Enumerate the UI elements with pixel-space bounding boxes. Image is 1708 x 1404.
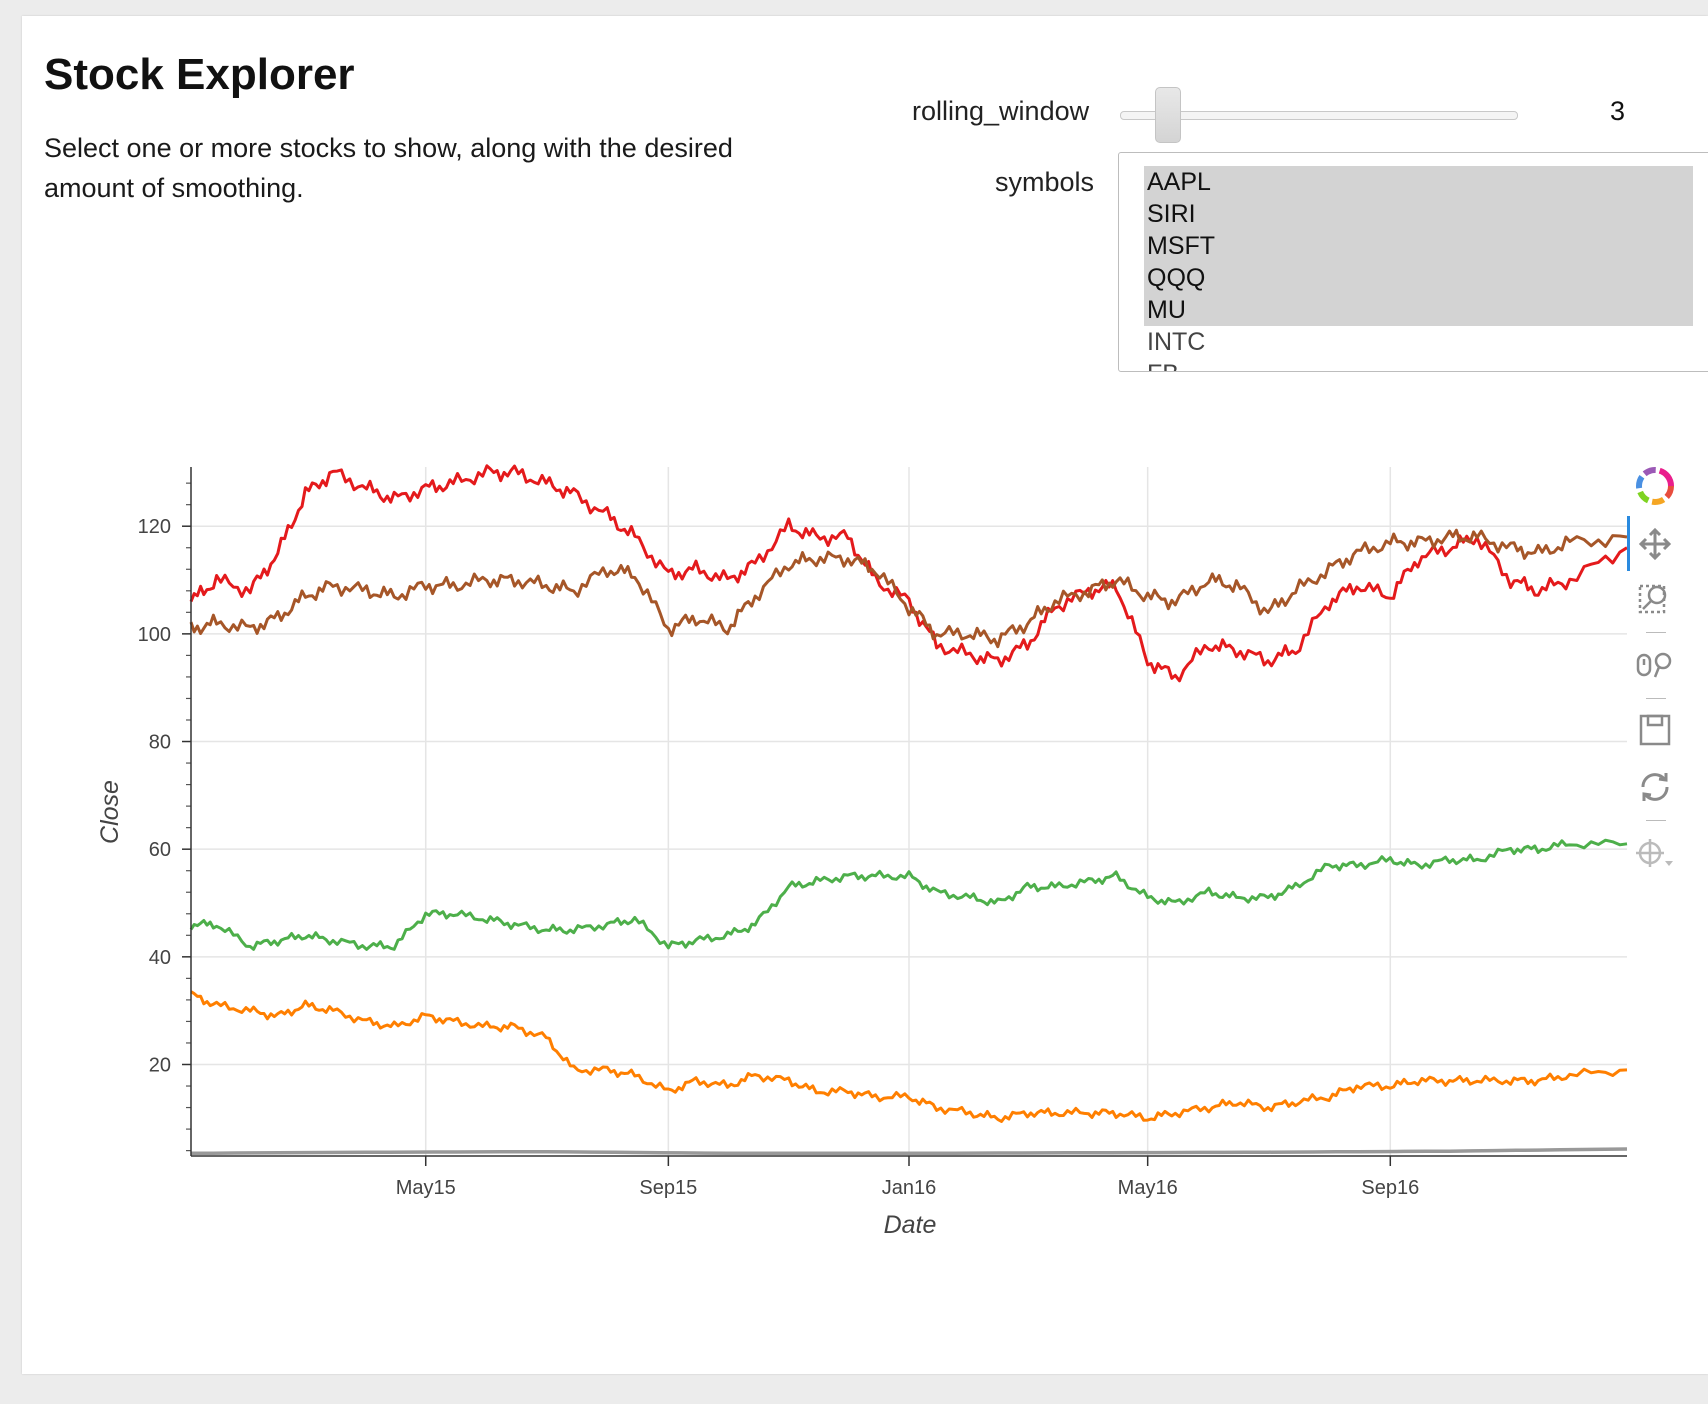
y-tick-label: 120 (138, 516, 171, 538)
x-tick-label: Sep15 (639, 1177, 697, 1199)
pan-icon[interactable] (1632, 521, 1678, 567)
series-line-3 (190, 990, 1628, 1123)
symbol-option-msft[interactable]: MSFT (1144, 230, 1693, 262)
symbol-option-aapl[interactable]: AAPL (1144, 166, 1693, 198)
symbols-label: symbols (995, 167, 1095, 197)
active-tool-indicator (1627, 516, 1630, 571)
symbol-option-mu[interactable]: MU (1144, 294, 1693, 326)
y-axis-label: Close (96, 780, 124, 844)
toolbar-separator (1646, 632, 1666, 633)
series-line-0 (189, 464, 1628, 683)
series-line-1 (189, 528, 1628, 649)
reset-icon[interactable] (1632, 764, 1678, 810)
x-tick-label: May16 (1118, 1177, 1178, 1199)
rolling-window-label: rolling_window (912, 96, 1090, 126)
toolbar-separator (1646, 820, 1666, 821)
crosshair-icon[interactable] (1632, 830, 1678, 876)
x-tick-label: May15 (396, 1177, 456, 1199)
x-tick-label: Jan16 (882, 1177, 937, 1199)
y-tick-label: 80 (149, 732, 171, 754)
rolling-window-value: 3 (1610, 96, 1626, 126)
symbol-option-fb[interactable]: FB (1144, 358, 1693, 371)
y-tick-label: 100 (138, 624, 171, 646)
chart-axes: 20 40 60 80 100 120 May15 Sep15 Jan16 May16 Sep16 (138, 467, 1627, 1199)
y-tick-label: 20 (149, 1054, 171, 1076)
bokeh-logo-icon[interactable] (1632, 463, 1678, 509)
chart-grid (191, 467, 1627, 1156)
symbol-option-intc[interactable]: INTC (1147, 328, 1206, 356)
save-icon[interactable] (1632, 707, 1678, 753)
rolling-window-slider-track[interactable] (1120, 111, 1518, 120)
toolbar-separator (1646, 698, 1666, 699)
y-tick-label: 60 (149, 839, 171, 861)
symbol-option-siri[interactable]: SIRI (1144, 198, 1693, 230)
symbols-multiselect[interactable]: AAPL SIRI MSFT QQQ MU INTC FB (1118, 152, 1708, 372)
box-zoom-icon[interactable] (1632, 575, 1678, 621)
series-line-2 (189, 838, 1628, 951)
chart-series-group (189, 464, 1628, 1156)
page-title: Stock Explorer (44, 50, 355, 99)
x-tick-label: Sep16 (1361, 1177, 1419, 1199)
y-tick-label: 40 (149, 947, 171, 969)
x-axis-label: Date (884, 1211, 937, 1239)
symbol-option-qqq[interactable]: QQQ (1144, 262, 1693, 294)
page-description: Select one or more stocks to show, along… (44, 133, 733, 203)
series-line-4 (190, 1147, 1628, 1156)
wheel-zoom-icon[interactable] (1632, 642, 1678, 688)
rolling-window-slider-handle[interactable] (1155, 87, 1181, 143)
